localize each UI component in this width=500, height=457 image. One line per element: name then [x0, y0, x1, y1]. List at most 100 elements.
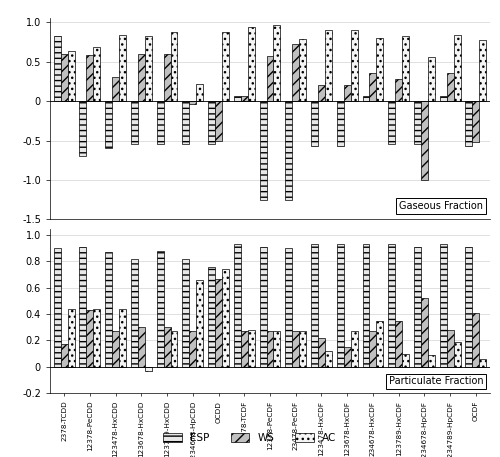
Bar [414, 101, 421, 144]
Bar [428, 355, 435, 367]
Bar [196, 84, 203, 101]
Bar [344, 347, 350, 367]
Bar [311, 101, 318, 146]
Bar [376, 321, 384, 367]
Bar [215, 278, 222, 367]
Bar [440, 96, 446, 101]
Bar [196, 280, 203, 367]
Bar [454, 35, 460, 101]
Bar [274, 26, 280, 101]
Bar [234, 96, 241, 101]
Bar [170, 32, 177, 101]
Bar [286, 248, 292, 367]
Bar [446, 74, 454, 101]
Bar [182, 101, 190, 144]
Bar [248, 27, 254, 101]
Bar [119, 35, 126, 101]
Bar [395, 79, 402, 101]
Bar [414, 247, 421, 367]
Bar [86, 55, 94, 101]
Bar [182, 259, 190, 367]
Bar [344, 85, 350, 101]
Bar [260, 101, 266, 200]
Bar [208, 267, 215, 367]
Bar [105, 101, 112, 149]
Bar [60, 344, 68, 367]
Bar [112, 77, 119, 101]
Bar [274, 331, 280, 367]
Bar [318, 85, 325, 101]
Bar [222, 269, 229, 367]
Bar [131, 101, 138, 144]
Bar [286, 101, 292, 200]
Bar [145, 36, 152, 101]
Bar [421, 101, 428, 180]
Bar [208, 101, 215, 144]
Bar [292, 331, 299, 367]
Bar [241, 96, 248, 101]
Bar [86, 310, 94, 367]
Bar [388, 244, 395, 367]
Bar [222, 32, 229, 101]
Text: Gaseous Fraction: Gaseous Fraction [400, 202, 483, 211]
Bar [68, 51, 74, 101]
Legend: ESP, WS, AC: ESP, WS, AC [159, 429, 341, 447]
Bar [80, 247, 86, 367]
Bar [337, 101, 344, 146]
Bar [299, 331, 306, 367]
Bar [325, 30, 332, 101]
Bar [350, 30, 358, 101]
Bar [337, 244, 344, 367]
Bar [480, 359, 486, 367]
Bar [421, 298, 428, 367]
Bar [241, 331, 248, 367]
Bar [362, 96, 370, 101]
Bar [145, 367, 152, 371]
Bar [376, 38, 384, 101]
Bar [68, 309, 74, 367]
Bar [156, 101, 164, 144]
Bar [156, 251, 164, 367]
Bar [164, 327, 170, 367]
Bar [164, 54, 170, 101]
Bar [402, 354, 409, 367]
Bar [402, 37, 409, 101]
Bar [266, 331, 274, 367]
Bar [325, 351, 332, 367]
Bar [466, 247, 472, 367]
Bar [454, 342, 460, 367]
Bar [54, 248, 60, 367]
Text: Particulate Fraction: Particulate Fraction [389, 377, 484, 387]
Bar [80, 101, 86, 156]
Bar [54, 37, 60, 101]
Bar [248, 330, 254, 367]
Bar [112, 331, 119, 367]
Bar [388, 101, 395, 144]
Bar [260, 247, 266, 367]
Bar [170, 331, 177, 367]
Bar [105, 252, 112, 367]
Bar [190, 331, 196, 367]
Bar [131, 259, 138, 367]
Bar [94, 48, 100, 101]
Bar [472, 313, 480, 367]
Bar [234, 244, 241, 367]
Bar [362, 244, 370, 367]
Bar [395, 321, 402, 367]
Bar [311, 244, 318, 367]
Bar [215, 101, 222, 140]
Bar [138, 54, 145, 101]
Bar [138, 327, 145, 367]
Bar [266, 56, 274, 101]
Bar [190, 101, 196, 104]
Bar [299, 39, 306, 101]
Bar [440, 244, 446, 367]
Bar [428, 57, 435, 101]
Bar [119, 309, 126, 367]
Bar [472, 101, 480, 142]
Bar [292, 44, 299, 101]
Bar [370, 73, 376, 101]
Bar [466, 101, 472, 146]
Bar [480, 40, 486, 101]
Bar [370, 331, 376, 367]
